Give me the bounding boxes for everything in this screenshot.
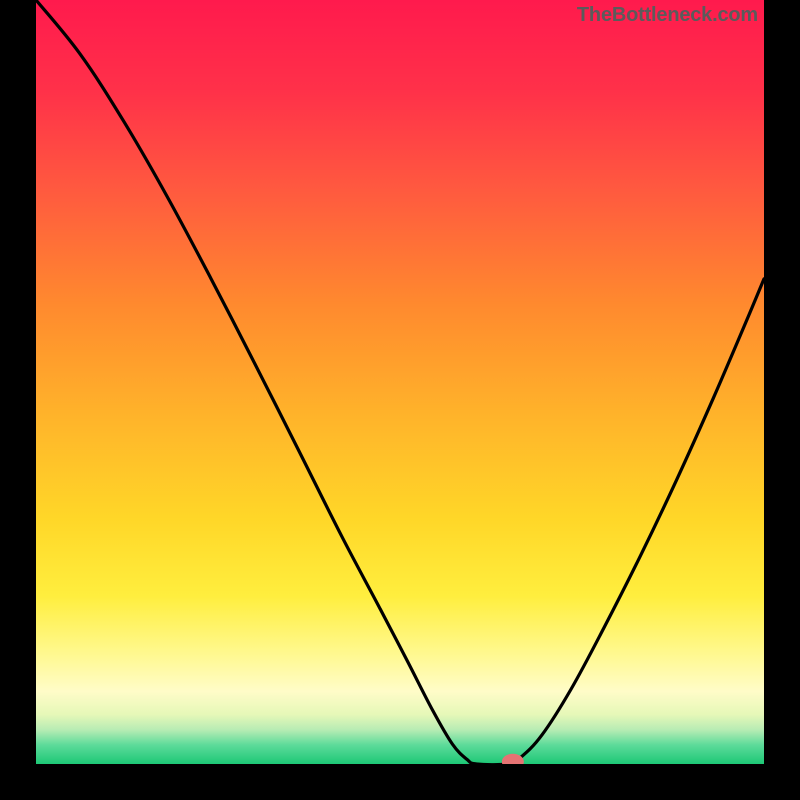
frame-left	[0, 0, 36, 800]
chart-container: TheBottleneck.com	[0, 0, 800, 800]
chart-svg	[0, 0, 800, 800]
frame-right	[764, 0, 800, 800]
watermark-text: TheBottleneck.com	[577, 4, 758, 27]
frame-bottom	[0, 764, 800, 800]
